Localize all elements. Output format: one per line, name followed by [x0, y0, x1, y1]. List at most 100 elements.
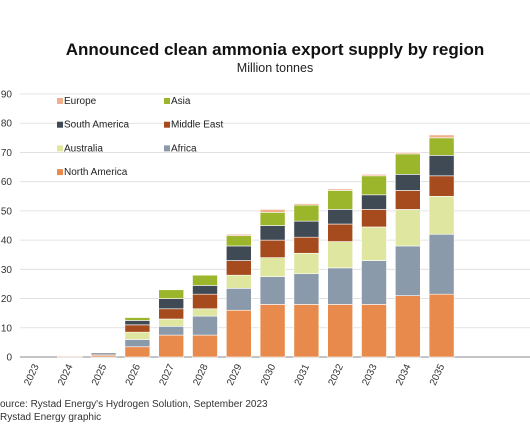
bar-segment — [158, 298, 184, 310]
legend-label: Europe — [64, 96, 97, 107]
bar-segment — [327, 223, 354, 242]
bar-segment — [293, 252, 320, 275]
bar-segment — [124, 331, 151, 340]
bar-segment — [428, 293, 455, 358]
bar-segment — [327, 304, 354, 358]
bar-segment — [428, 155, 455, 177]
x-tick-label: 2031 — [293, 362, 313, 387]
bar-segment — [192, 274, 218, 286]
bar-segment — [259, 257, 286, 277]
bar-segment — [158, 326, 184, 336]
bar-segment — [394, 153, 421, 175]
bar-segment — [394, 152, 421, 155]
y-tick-label: 90 — [1, 90, 13, 101]
y-tick-label: 40 — [1, 236, 13, 247]
bar-segment — [394, 190, 421, 210]
legend-swatch — [164, 145, 170, 152]
x-tick-label: 2026 — [124, 362, 144, 387]
source-note: ource: Rystad Energy's Hydrogen Solution… — [0, 398, 268, 424]
y-tick-label: 80 — [1, 119, 13, 130]
bar-segment — [327, 267, 354, 305]
legend-swatch — [164, 98, 170, 104]
legend-label: Asia — [171, 96, 191, 107]
y-tick-label: 20 — [1, 294, 13, 305]
bar-segment — [192, 308, 218, 317]
legend-swatch — [57, 169, 63, 176]
x-tick-label: 2034 — [394, 362, 414, 387]
legend-label: South America — [64, 120, 129, 131]
bar-segment — [361, 226, 387, 261]
bar-segment — [226, 288, 252, 311]
legend-label: North America — [64, 167, 128, 178]
bar-segment — [361, 194, 387, 210]
legend-swatch — [57, 121, 63, 128]
x-tick-label: 2029 — [225, 362, 245, 387]
bar-segment — [226, 233, 252, 237]
bar-segment — [226, 274, 252, 289]
bar-segment — [293, 204, 320, 222]
bar-segment — [394, 209, 421, 247]
legend-label: Australia — [64, 143, 103, 154]
y-tick-label: 60 — [1, 177, 13, 188]
bar-segment — [124, 317, 151, 321]
bar-segment — [56, 355, 83, 357]
legend: Europe Asia South America Middle East Austra… — [57, 96, 223, 178]
bar-segment — [226, 235, 252, 247]
x-tick-label: 2028 — [191, 362, 211, 387]
bar-segment — [394, 295, 421, 358]
bar-segment — [327, 190, 354, 210]
y-tick-label: 10 — [1, 323, 13, 334]
bar-segment — [90, 352, 117, 355]
bar-segment — [124, 346, 151, 358]
chart-subtitle: Million tonnes — [236, 61, 314, 75]
legend-swatch — [164, 121, 170, 128]
x-tick-label: 2023 — [22, 362, 42, 387]
bar-segment — [394, 174, 421, 191]
y-tick-label: 50 — [1, 206, 13, 217]
bar-segment — [226, 260, 252, 276]
x-tick-label: 2025 — [90, 362, 110, 387]
bar-segment — [259, 209, 286, 213]
x-axis: 2023 2024 2025 2026 2027 2028 2029 2030 2031 2032… — [22, 362, 447, 387]
graphic-credit: Rystad Energy graphic — [0, 412, 102, 423]
y-tick-label: 0 — [6, 353, 12, 364]
bar-segment — [259, 212, 286, 226]
bar-segment — [428, 175, 455, 197]
bar-segment — [192, 293, 218, 310]
bar-segment — [259, 276, 286, 305]
bar-segment — [293, 203, 320, 206]
bar-segment — [293, 220, 320, 238]
legend-swatch — [57, 98, 63, 104]
bar-segment — [226, 245, 252, 261]
bar-segment — [361, 174, 387, 177]
bar-segment — [259, 239, 286, 258]
x-tick-label: 2024 — [56, 362, 76, 387]
bar-segment — [327, 241, 354, 269]
bar-segment — [327, 188, 354, 191]
bar-segment — [428, 233, 455, 295]
x-tick-label: 2035 — [428, 362, 448, 387]
legend-swatch — [57, 145, 63, 152]
bar-segment — [192, 334, 218, 358]
bar-segment — [226, 309, 252, 358]
bar-segment — [259, 225, 286, 241]
bar-segment — [428, 137, 455, 156]
bar-segment — [158, 289, 184, 299]
bar-segment — [158, 334, 184, 358]
bar-segment — [124, 339, 151, 348]
y-tick-label: 70 — [1, 148, 13, 159]
bar-segment — [361, 304, 387, 358]
bar-segment — [192, 285, 218, 295]
x-tick-label: 2030 — [259, 362, 279, 387]
legend-label: Africa — [171, 143, 197, 154]
x-tick-label: 2033 — [360, 362, 380, 387]
bar-segment — [428, 195, 455, 235]
bars — [56, 134, 455, 358]
bar-segment — [259, 304, 286, 358]
bar-segment — [361, 175, 387, 196]
bar-segment — [158, 308, 184, 320]
bar-segment — [124, 324, 151, 333]
x-tick-label: 2032 — [327, 362, 347, 387]
x-tick-label: 2027 — [158, 362, 178, 387]
